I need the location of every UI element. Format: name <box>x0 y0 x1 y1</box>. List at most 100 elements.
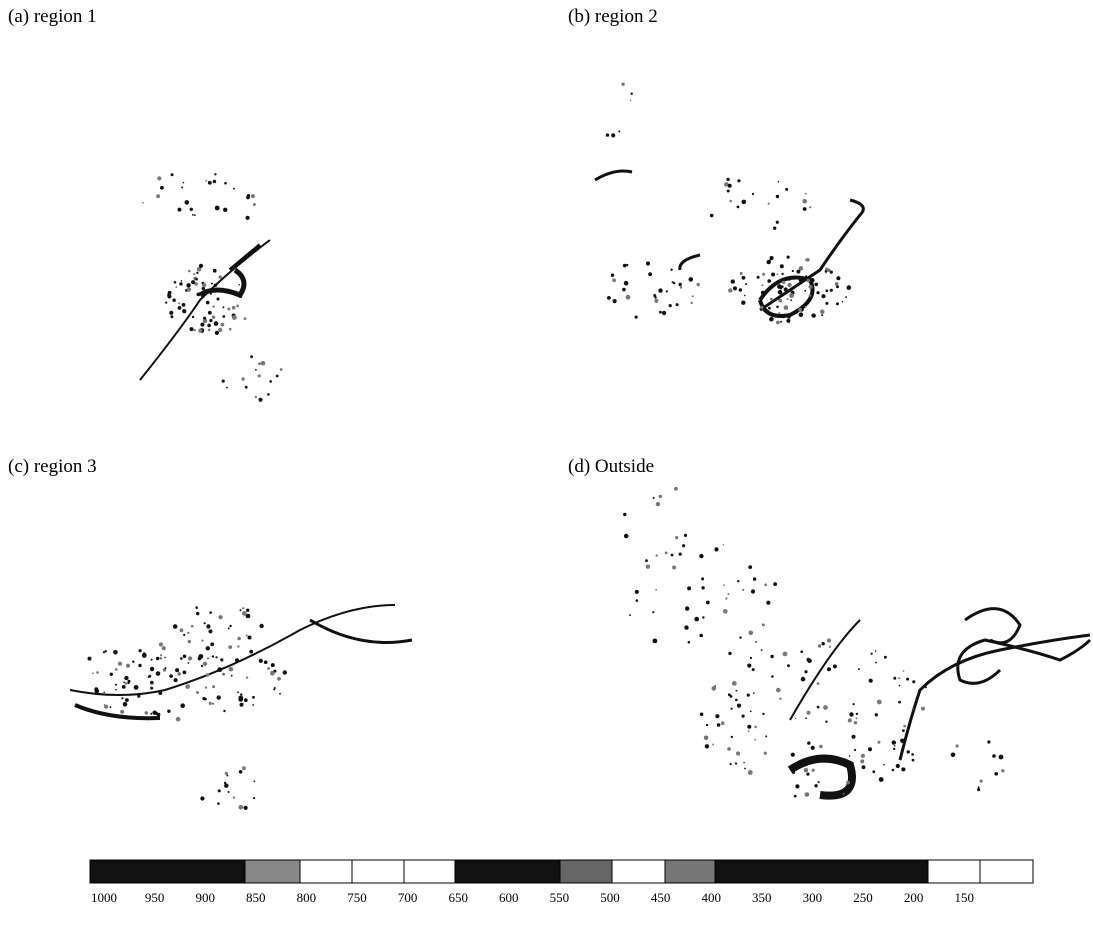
particle <box>252 696 255 699</box>
particle <box>235 658 239 662</box>
particle <box>728 593 730 595</box>
particle <box>692 295 694 297</box>
particle <box>921 707 925 711</box>
particle <box>202 287 205 290</box>
particle <box>836 285 839 288</box>
particle <box>183 634 185 636</box>
particle <box>780 321 782 323</box>
background <box>0 0 1093 930</box>
particle <box>160 657 163 660</box>
particle <box>264 660 268 664</box>
particle <box>804 290 806 292</box>
particle <box>729 200 732 203</box>
particle <box>198 329 202 333</box>
particle <box>250 355 253 358</box>
colorbar-tick-label: 250 <box>853 890 873 905</box>
particle <box>188 270 191 273</box>
particle <box>653 497 655 499</box>
particle <box>712 744 714 746</box>
particle <box>799 266 804 271</box>
particle <box>271 663 275 667</box>
particle <box>869 679 873 683</box>
particle <box>978 786 980 788</box>
particle <box>196 691 199 694</box>
particle <box>174 281 177 284</box>
particle <box>800 650 803 653</box>
panel-label: (c) region 3 <box>8 456 97 477</box>
particle <box>626 295 631 300</box>
particle <box>731 736 733 738</box>
particle <box>862 765 866 769</box>
particle <box>773 582 777 586</box>
particle <box>635 316 638 319</box>
particle <box>736 751 740 755</box>
particle <box>849 755 851 757</box>
particle <box>814 283 818 287</box>
particle <box>951 753 956 758</box>
particle <box>819 745 823 749</box>
particle <box>236 305 239 308</box>
particle <box>777 273 779 275</box>
particle <box>223 208 227 212</box>
particle <box>611 274 614 277</box>
particle <box>658 288 662 292</box>
particle <box>898 701 901 704</box>
particle <box>694 617 699 622</box>
particle <box>237 691 239 693</box>
particle <box>689 277 694 282</box>
colorbar-tick-label: 600 <box>499 890 519 905</box>
particle <box>817 706 820 709</box>
particle <box>742 200 747 205</box>
particle <box>818 781 820 783</box>
particle <box>816 291 819 294</box>
particle <box>749 631 754 636</box>
particle <box>217 695 221 699</box>
particle <box>151 659 153 661</box>
colorbar-tick-label: 700 <box>398 890 418 905</box>
particle <box>821 314 823 316</box>
particle <box>754 739 756 741</box>
particle <box>244 698 248 702</box>
particle <box>115 689 117 691</box>
particle <box>88 657 92 661</box>
particle <box>699 554 703 558</box>
particle <box>623 264 627 268</box>
particle <box>219 275 222 278</box>
particle <box>156 194 160 198</box>
particle <box>900 739 905 744</box>
particle <box>212 316 215 319</box>
particle <box>655 589 657 591</box>
particle <box>226 387 228 389</box>
particle <box>618 130 620 132</box>
particle <box>977 788 980 791</box>
colorbar-tick-label: 350 <box>752 890 772 905</box>
particle <box>182 303 186 307</box>
particle <box>992 754 996 758</box>
particle <box>812 313 816 317</box>
particle <box>728 652 731 655</box>
particle <box>653 639 658 644</box>
particle <box>710 214 714 218</box>
particle <box>925 686 927 688</box>
particle <box>215 331 219 335</box>
particle <box>224 784 228 788</box>
particle <box>723 584 725 586</box>
particle <box>767 279 771 283</box>
particle <box>736 690 738 692</box>
particle <box>779 698 781 700</box>
particle <box>770 655 773 658</box>
particle <box>172 299 175 302</box>
particle <box>206 646 210 650</box>
particle <box>659 311 662 314</box>
particle <box>806 773 809 776</box>
particle <box>748 770 753 775</box>
particle <box>748 565 752 569</box>
particle <box>220 658 223 661</box>
particle <box>893 748 895 750</box>
particle <box>128 680 131 683</box>
particle <box>244 806 248 810</box>
particle <box>676 303 679 306</box>
particle <box>92 672 94 674</box>
particle <box>858 668 860 670</box>
particle <box>821 294 825 298</box>
